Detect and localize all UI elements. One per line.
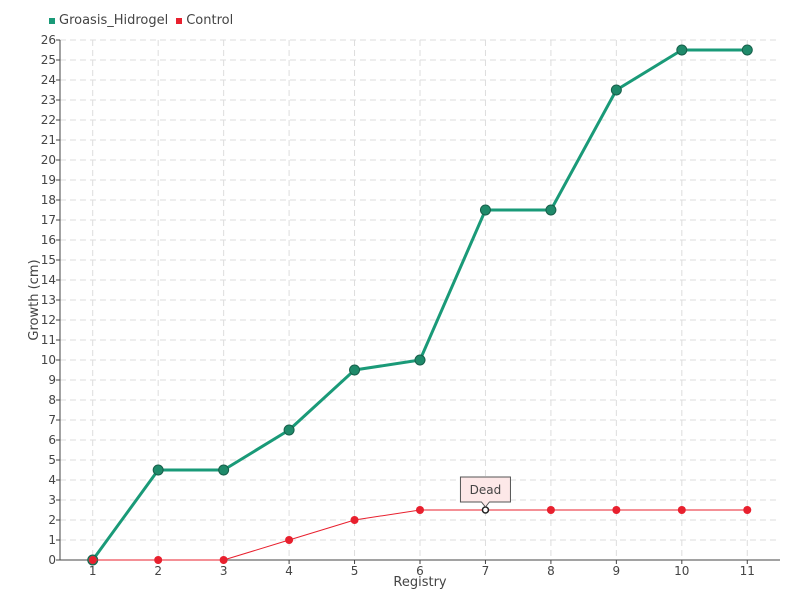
y-tick-label: 24 [41,73,56,87]
y-tick-label: 23 [41,93,56,107]
x-tick-label: 4 [285,564,293,578]
data-point [349,364,361,376]
y-tick-label: 20 [41,153,56,167]
data-point [676,44,688,56]
legend-swatch-groasis [49,17,55,24]
y-tick-label: 1 [48,533,56,547]
data-point [481,506,490,514]
x-tick-label: 10 [674,564,689,578]
y-tick-label: 16 [41,233,56,247]
y-tick-label: 25 [41,53,56,67]
y-tick-label: 5 [48,453,56,467]
data-point [350,516,359,524]
x-tick-label: 7 [482,564,490,578]
legend-label-groasis: Groasis_Hidrogel [59,13,169,28]
y-tick-label: 2 [48,513,56,527]
y-tick-label: 18 [41,193,56,207]
y-tick-label: 21 [41,133,56,147]
data-point [414,354,426,366]
series-layer [87,44,753,566]
data-point [154,556,163,564]
legend: Groasis_Hidrogel Control [49,13,233,28]
data-point [610,84,622,96]
y-axis-label: Growth (cm) [27,259,42,340]
y-tick-label: 9 [48,373,56,387]
y-tick-label: 22 [41,113,56,127]
data-point [219,556,228,564]
legend-item-groasis[interactable]: Groasis_Hidrogel [49,13,168,28]
data-point [546,506,555,514]
x-tick-label: 3 [220,564,228,578]
x-axis-label: Registry [393,575,447,590]
x-tick-label: 9 [613,564,621,578]
grid [60,39,780,560]
data-point [612,506,621,514]
data-point [152,464,164,476]
y-tick-label: 13 [41,293,56,307]
y-tick-label: 10 [41,353,56,367]
data-point [479,204,491,216]
y-tick-label: 8 [48,393,56,407]
annotation-label: Dead [470,483,502,497]
legend-label-control: Control [186,13,234,28]
annotation-box [459,476,511,508]
y-tick-label: 0 [48,553,56,567]
x-tick-label: 6 [416,564,424,578]
y-ticks: 0123456789101112131415161718192021222324… [41,33,60,567]
y-tick-label: 7 [48,413,56,427]
y-tick-label: 17 [41,213,56,227]
y-tick-label: 12 [41,313,56,327]
y-tick-label: 15 [41,253,56,267]
data-point [218,464,230,476]
x-tick-label: 2 [154,564,162,578]
legend-item-control[interactable]: Control [176,13,233,28]
x-tick-label: 5 [351,564,359,578]
y-tick-label: 26 [41,33,56,47]
data-point [743,506,752,514]
data-point [283,424,295,436]
y-tick-label: 11 [41,333,56,347]
data-point [285,536,294,544]
x-ticks: 1 2 3 4 5 6 7 8 9 10 11 [89,560,755,578]
data-point [545,204,557,216]
data-point [88,556,97,564]
annotation-layer: Dead [459,476,511,508]
data-point [741,44,753,56]
y-tick-label: 4 [48,473,56,487]
y-tick-label: 6 [48,433,56,447]
x-tick-label: 1 [89,564,97,578]
y-tick-label: 3 [48,493,56,507]
y-tick-label: 19 [41,173,56,187]
legend-swatch-control [176,17,183,24]
data-point [416,506,424,514]
data-point [677,506,686,514]
x-tick-label: 11 [740,564,755,578]
y-tick-label: 14 [41,273,56,287]
x-tick-label: 8 [547,564,555,578]
